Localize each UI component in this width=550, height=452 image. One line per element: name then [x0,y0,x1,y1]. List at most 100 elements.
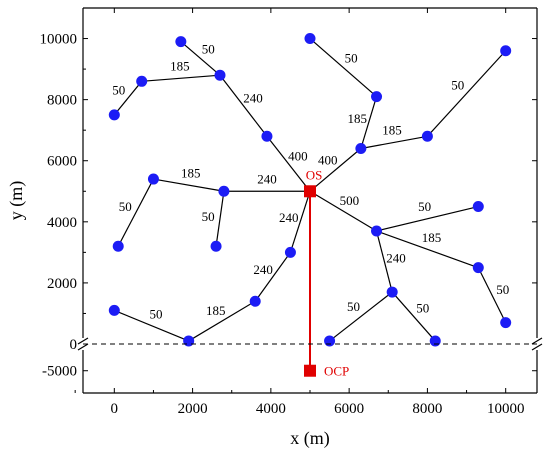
cable-line [113,80,143,116]
cable-size-label: 50 [347,299,360,314]
cable-lines [113,38,507,342]
axes: 0 2000 4000 6000 8000 10000 0 2000 4000 6000 8000 1… [40,7,543,417]
cable-line [309,38,377,98]
cable-line [215,191,225,247]
x-tick-label: 8000 [412,401,442,417]
x-axis-label: x (m) [290,428,330,449]
turbine-marker [108,304,120,316]
cable-line [266,135,311,192]
cable-line [375,230,393,293]
cable-size-label: 400 [318,153,338,168]
os-label: OS [306,167,323,182]
turbine-marker [421,130,433,142]
y-tick-label: 4000 [47,215,77,231]
turbine-marker [210,240,222,252]
turbine-marker [147,173,159,185]
cable-size-label: 240 [253,262,273,277]
cable-size-label: 185 [170,58,190,73]
turbine-marker [175,36,187,48]
cable-line [329,291,393,342]
cable-size-label: 185 [382,123,402,138]
cable-line [141,74,221,82]
y-tick-label: 10000 [40,32,78,48]
cable-line [391,291,436,342]
turbine-marker [429,335,441,347]
cable-size-label: 185 [206,303,226,318]
break-mark [531,343,543,351]
break-mark [531,337,543,345]
cable-size-label: 400 [288,148,308,163]
break-mark [77,343,89,351]
turbine-marker [371,91,383,103]
turbine-marker [472,262,484,274]
substation-marker [304,185,316,198]
cable-line [360,135,428,150]
ocp-label: OCP [324,364,349,379]
x-tick-label: 6000 [334,401,364,417]
turbine-marker [355,143,367,155]
x-tick-label: 0 [111,401,119,417]
cable-line [153,178,224,192]
cable-line [254,252,291,302]
cable-line [289,191,311,253]
x-tick-label: 4000 [256,401,286,417]
y-tick-label: 6000 [47,154,77,170]
cable-size-label: 50 [416,301,429,316]
turbine-marker [371,225,383,237]
cable-line [376,230,479,269]
cable-line [360,96,378,149]
y-tick-label: 0 [70,337,78,353]
cable-line [117,178,154,247]
x-tick-label: 2000 [178,401,208,417]
cable-line [114,309,189,342]
ocp-marker [304,364,316,377]
turbine-marker [108,109,120,121]
cable-size-label: 240 [243,90,263,105]
cable-line [426,50,507,137]
turbine-marker [112,240,124,252]
turbine-marker [500,317,512,329]
cable-size-label: 50 [202,41,215,56]
turbine-marker [183,335,195,347]
cable-size-label: 50 [418,199,431,214]
nodes [108,33,512,377]
turbine-marker [218,185,230,197]
cable-size-label: 50 [451,77,464,92]
annotations: OS OCP [306,167,350,378]
turbine-marker [304,33,316,45]
cable-line [309,190,377,232]
y-tick-label: 8000 [47,93,77,109]
cable-line [376,205,479,232]
cable-line [188,300,256,342]
cable-size-label: 50 [202,209,215,224]
cable-size-label: 240 [279,210,299,225]
cable-size-label: 240 [257,171,277,186]
x-tick-label: 10000 [487,401,525,417]
cable-size-label: 185 [347,111,367,126]
cable-size-label: 500 [340,193,360,208]
turbine-marker [261,130,273,142]
cable-size-label: 50 [119,199,132,214]
turbine-marker [386,286,398,298]
y-axis-label: y (m) [6,181,27,221]
turbine-marker [214,69,226,81]
cable-size-label: 50 [112,83,125,98]
cable-labels: 50 185 50 240 400 50 185 50 185 400 185 50 50 240 500 5… [112,41,509,321]
cable-size-label: 50 [345,51,358,66]
cable-line [309,148,362,192]
turbine-marker [136,75,148,87]
turbine-marker [249,295,261,307]
cable-size-label: 185 [181,165,201,180]
cable-size-label: 50 [496,282,509,297]
y-tick-label: 2000 [47,276,77,292]
turbine-marker [324,335,336,347]
cable-size-label: 240 [386,251,406,266]
turbine-marker [500,45,512,57]
cable-line [477,267,507,323]
cable-size-label: 185 [422,230,442,245]
y-tick-label: -5000 [42,364,77,380]
turbine-marker [472,201,484,213]
turbine-marker [284,246,296,258]
cable-line [180,41,221,76]
